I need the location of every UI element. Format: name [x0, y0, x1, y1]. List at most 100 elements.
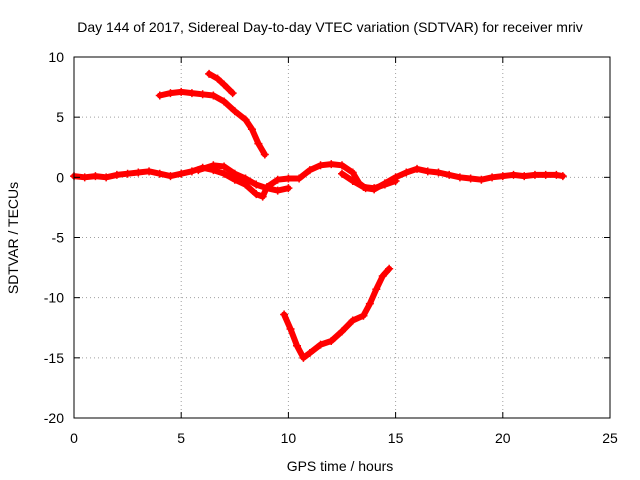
- data-point: [284, 184, 293, 193]
- data-point: [254, 139, 263, 148]
- x-tick-label: 15: [388, 430, 404, 446]
- data-point: [498, 172, 507, 181]
- data-point: [220, 162, 229, 171]
- chart-title: Day 144 of 2017, Sidereal Day-to-day VTE…: [77, 19, 582, 35]
- data-point: [187, 89, 196, 98]
- series-band: [156, 88, 268, 158]
- y-tick-label: -20: [44, 410, 64, 426]
- data-point: [372, 285, 381, 294]
- data-point: [338, 161, 346, 170]
- data-point: [423, 167, 432, 176]
- data-point: [228, 89, 237, 98]
- data-point: [445, 170, 454, 179]
- x-tick-label: 25: [602, 430, 618, 446]
- data-point: [284, 174, 293, 183]
- data-point: [541, 170, 550, 179]
- data-point: [134, 168, 143, 177]
- grid-lines: [74, 57, 610, 418]
- data-point: [509, 170, 518, 179]
- data-point: [91, 172, 100, 181]
- data-point: [292, 341, 301, 350]
- data-point: [123, 169, 132, 178]
- data-point: [209, 161, 218, 170]
- data-point: [247, 125, 256, 134]
- data-point: [166, 89, 175, 98]
- data-point: [205, 69, 214, 78]
- data-point: [299, 353, 308, 362]
- series-5: [205, 69, 237, 98]
- data-point: [220, 80, 229, 89]
- data-point: [413, 164, 422, 173]
- data-point: [402, 168, 411, 177]
- data-point: [209, 91, 218, 100]
- data-point: [385, 264, 394, 273]
- data-point: [434, 168, 443, 177]
- data-point: [273, 186, 282, 195]
- data-point: [370, 184, 379, 193]
- data-point: [327, 336, 336, 345]
- series-6: [280, 264, 394, 362]
- y-tick-label: 10: [48, 49, 64, 65]
- series-band: [281, 265, 393, 361]
- data-point: [359, 311, 368, 320]
- data-point: [145, 167, 154, 176]
- data-point: [187, 167, 196, 176]
- data-point: [166, 172, 175, 181]
- data-point: [338, 169, 346, 178]
- data-point: [286, 324, 295, 333]
- data-point: [260, 150, 269, 159]
- data-point: [155, 169, 164, 178]
- series-2: [194, 161, 293, 195]
- data-point: [391, 176, 400, 185]
- data-point: [488, 173, 497, 182]
- data-point: [466, 174, 475, 183]
- x-tick-label: 20: [495, 430, 511, 446]
- data-point: [305, 349, 314, 358]
- x-tick-label: 5: [177, 430, 185, 446]
- data-point: [230, 107, 239, 116]
- data-point: [177, 87, 186, 96]
- data-point: [348, 176, 357, 185]
- data-point: [258, 192, 267, 201]
- data-point: [252, 180, 261, 189]
- y-tick-label: -5: [52, 230, 65, 246]
- data-point: [316, 340, 325, 349]
- data-point: [80, 173, 89, 182]
- series-1: [70, 160, 567, 201]
- data-layer: [70, 69, 567, 362]
- data-point: [455, 173, 464, 182]
- data-point: [273, 175, 282, 184]
- series-4: [155, 87, 269, 159]
- y-tick-label: -15: [44, 350, 64, 366]
- data-point: [327, 160, 336, 169]
- y-axis-ticks: -20 -15 -10 -5 0 5 10: [44, 49, 610, 426]
- y-tick-label: 5: [56, 109, 64, 125]
- x-axis-ticks: 0 5 10 15 20 25: [70, 57, 618, 446]
- data-point: [380, 180, 389, 189]
- data-point: [213, 74, 222, 83]
- data-point: [348, 168, 357, 177]
- x-tick-label: 0: [70, 430, 78, 446]
- data-point: [520, 172, 529, 181]
- series-3: [338, 169, 400, 193]
- data-point: [177, 169, 186, 178]
- data-point: [262, 184, 271, 193]
- data-point: [558, 172, 567, 181]
- series-band: [206, 70, 236, 97]
- y-tick-label: 0: [56, 169, 64, 185]
- x-tick-label: 10: [281, 430, 297, 446]
- data-point: [230, 169, 239, 178]
- data-point: [378, 272, 387, 281]
- data-point: [112, 170, 121, 179]
- data-point: [530, 170, 539, 179]
- data-point: [359, 182, 368, 191]
- x-axis-label: GPS time / hours: [287, 458, 394, 474]
- series-band: [71, 161, 566, 200]
- data-point: [295, 174, 304, 183]
- data-point: [241, 115, 250, 124]
- data-point: [552, 170, 561, 179]
- data-point: [198, 90, 207, 99]
- data-point: [305, 166, 314, 175]
- data-point: [155, 91, 164, 100]
